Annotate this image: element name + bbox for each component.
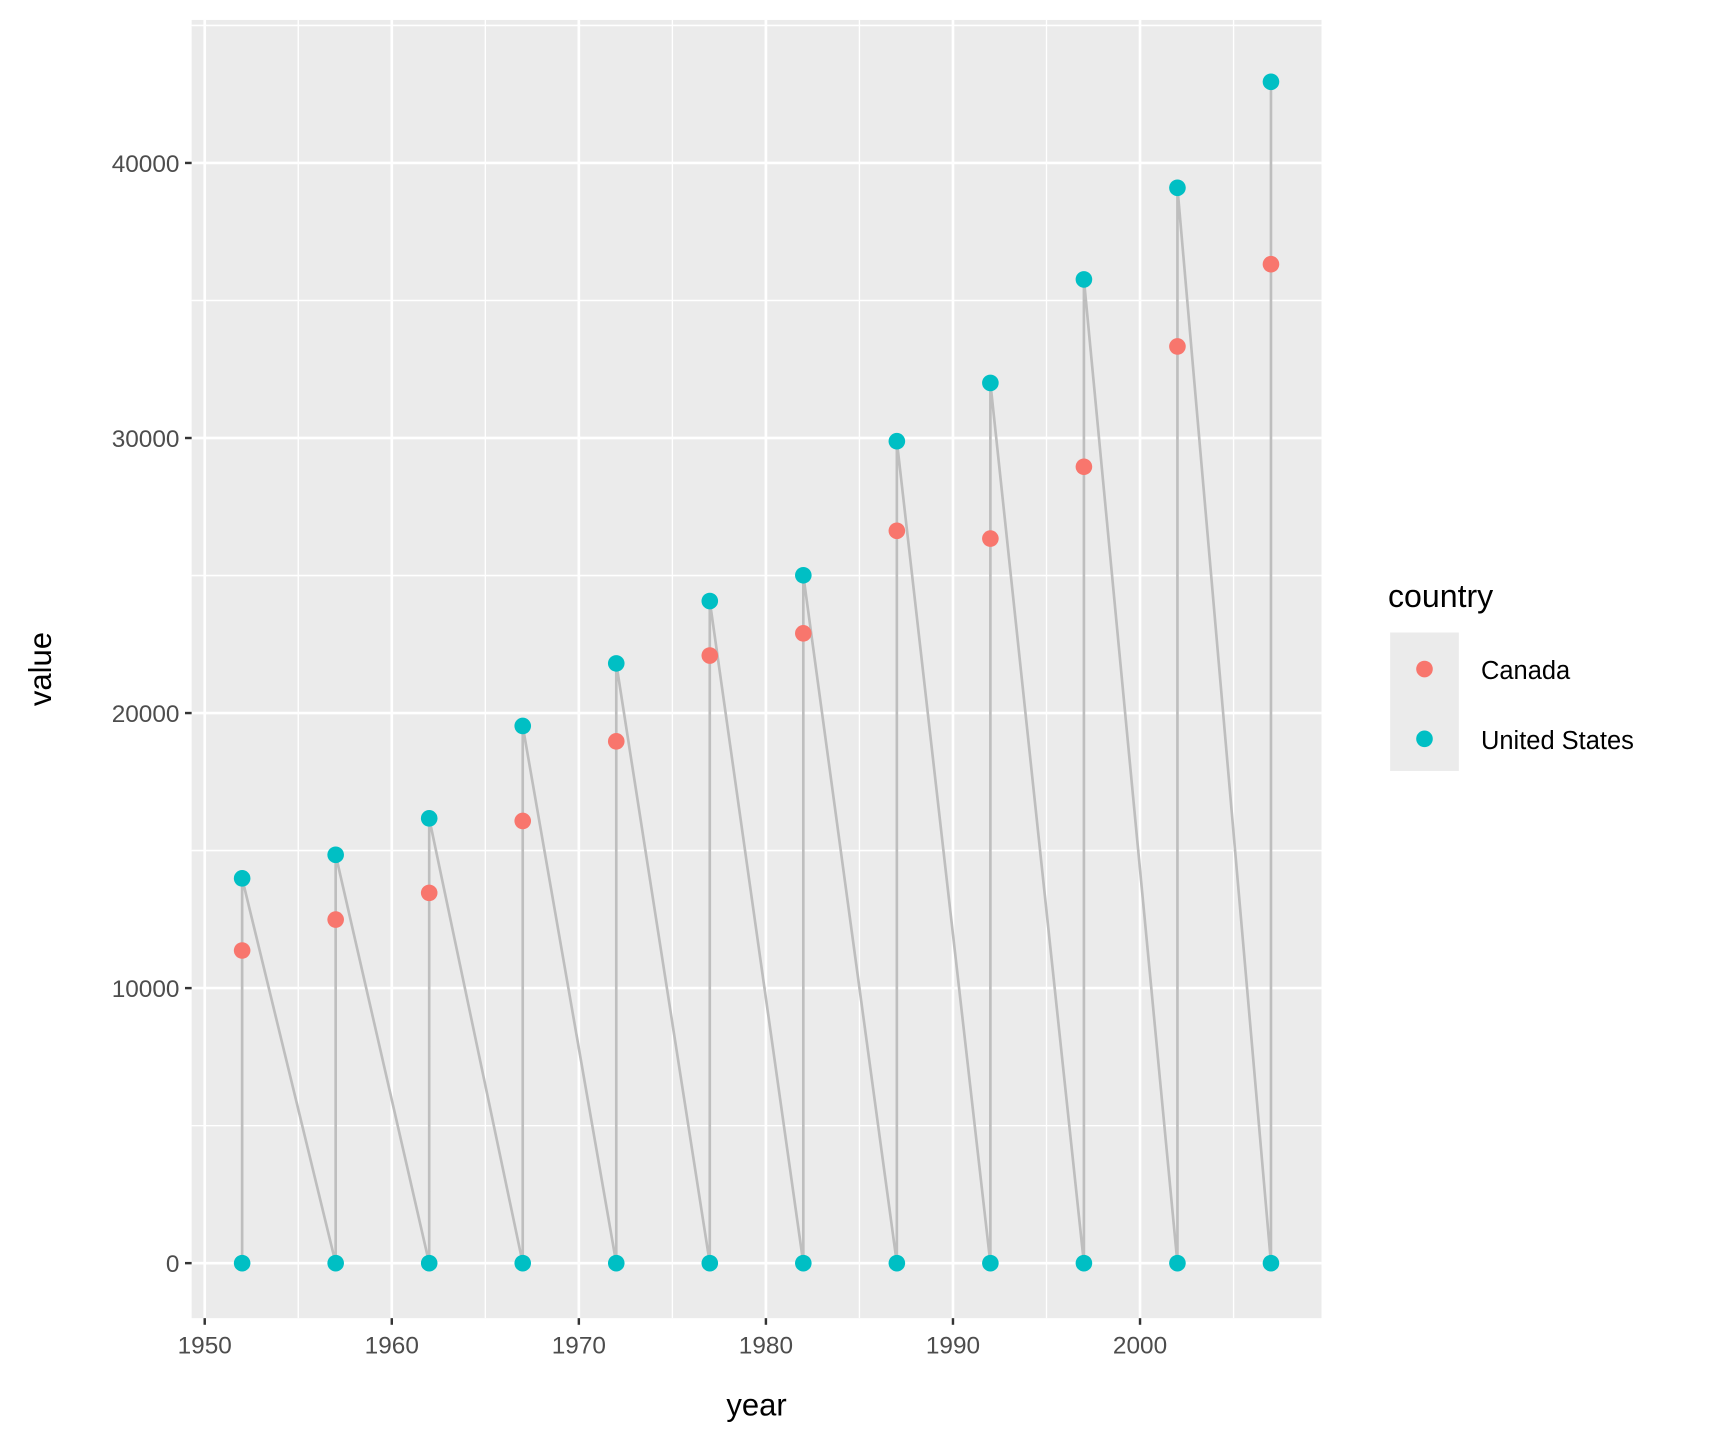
point-canada bbox=[701, 647, 719, 664]
y-axis-title: value bbox=[23, 632, 58, 706]
point-united-states bbox=[701, 592, 719, 610]
point-united-states bbox=[327, 846, 344, 864]
y-tick-label: 20000 bbox=[112, 701, 180, 728]
point-canada bbox=[327, 911, 344, 928]
x-axis-title: year bbox=[726, 1388, 786, 1423]
points bbox=[233, 73, 1280, 1272]
point-united-states-low bbox=[1169, 1254, 1186, 1272]
point-canada bbox=[795, 625, 812, 642]
point-canada bbox=[982, 530, 999, 547]
point-united-states-low bbox=[327, 1254, 344, 1272]
point-united-states bbox=[795, 566, 812, 584]
point-united-states-low bbox=[888, 1254, 906, 1272]
legend-label-united-states: United States bbox=[1481, 727, 1634, 755]
point-canada bbox=[420, 884, 438, 902]
point-united-states bbox=[420, 810, 438, 827]
point-united-states-low bbox=[514, 1254, 532, 1272]
point-canada bbox=[233, 942, 251, 959]
point-united-states bbox=[982, 374, 999, 392]
point-united-states bbox=[607, 655, 625, 672]
point-canada bbox=[1169, 338, 1186, 355]
point-united-states-low bbox=[607, 1254, 625, 1272]
x-tick-label: 1950 bbox=[178, 1333, 232, 1360]
point-canada bbox=[888, 522, 906, 540]
point-united-states-low bbox=[420, 1254, 438, 1272]
point-canada bbox=[1075, 458, 1093, 476]
x-tick-label: 1990 bbox=[926, 1333, 980, 1360]
point-united-states bbox=[233, 870, 251, 887]
legend-key-united-states bbox=[1416, 730, 1433, 748]
plot-panel bbox=[191, 19, 1322, 1319]
x-tick-label: 1970 bbox=[552, 1333, 606, 1360]
legend-key-canada bbox=[1416, 660, 1433, 678]
point-united-states-low bbox=[1075, 1254, 1093, 1272]
legend-key-background bbox=[1390, 632, 1459, 771]
point-united-states bbox=[1262, 73, 1280, 91]
axes: 0 10000 20000 30000 40000 1950 1960 1970 1980 199… bbox=[112, 151, 1167, 1360]
point-united-states bbox=[1169, 179, 1186, 197]
y-tick-label: 30000 bbox=[112, 426, 180, 453]
point-canada bbox=[514, 812, 532, 830]
point-canada bbox=[607, 733, 625, 750]
x-tick-label: 1960 bbox=[365, 1333, 419, 1360]
connecting-line-path bbox=[240, 81, 1273, 1264]
x-tick-label: 2000 bbox=[1113, 1333, 1167, 1360]
point-united-states bbox=[1075, 271, 1093, 288]
point-united-states-low bbox=[233, 1254, 251, 1272]
y-tick-label: 40000 bbox=[112, 151, 180, 178]
connecting-line bbox=[240, 81, 1273, 1264]
legend-title: country bbox=[1388, 578, 1493, 614]
y-tick-label: 10000 bbox=[112, 976, 180, 1003]
point-united-states-low bbox=[701, 1254, 719, 1272]
point-united-states bbox=[514, 717, 532, 735]
legend: country Canada United States bbox=[1388, 578, 1634, 771]
point-canada bbox=[1262, 255, 1280, 273]
point-united-states-low bbox=[1262, 1254, 1280, 1272]
point-united-states-low bbox=[795, 1254, 812, 1272]
x-tick-label: 1980 bbox=[739, 1333, 793, 1360]
point-united-states-low bbox=[982, 1254, 999, 1272]
legend-label-canada: Canada bbox=[1481, 657, 1571, 685]
y-tick-label: 0 bbox=[166, 1251, 180, 1278]
point-united-states bbox=[888, 432, 906, 450]
